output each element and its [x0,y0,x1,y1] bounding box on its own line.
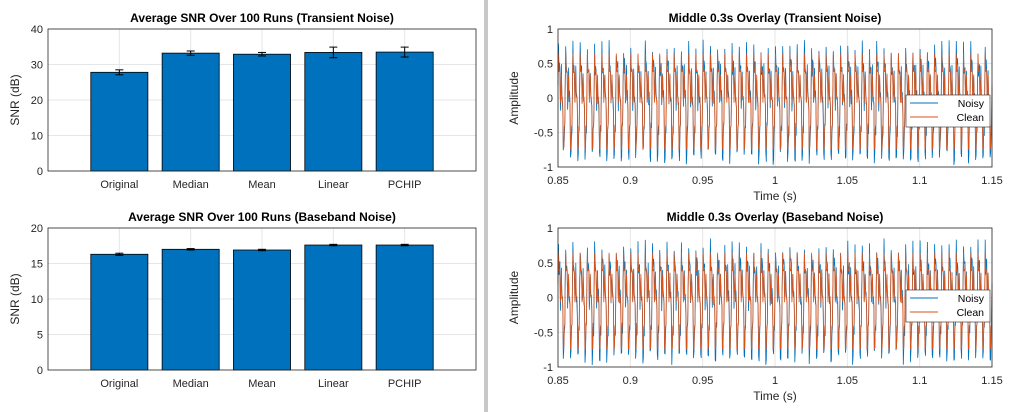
y-tick-label: 30 [31,60,43,72]
series-line-clean [557,252,993,350]
x-tick-label: 1.05 [837,175,858,187]
chart-title: Average SNR Over 100 Runs (Baseband Nois… [128,210,396,224]
x-tick-label: 0.95 [692,375,713,387]
x-tick-label: 0.9 [623,375,638,387]
y-tick-label: 0.5 [538,59,553,71]
chart-title: Average SNR Over 100 Runs (Transient Noi… [130,11,394,25]
y-tick-label: 1 [547,223,553,235]
y-tick-label: -1 [543,362,553,374]
x-tick-label: Mean [248,378,276,390]
bar-pchip [375,51,434,172]
bar-pchip [375,244,434,371]
y-tick-label: 10 [31,294,43,306]
y-tick-label: -0.5 [534,327,553,339]
chart-title: Middle 0.3s Overlay (Baseband Noise) [667,210,884,224]
legend-label: Clean [957,307,985,319]
x-tick-label: Original [100,378,138,390]
legend-box [905,94,991,128]
bar-original [90,253,149,371]
right-figure-panel: Middle 0.3s Overlay (Transient Noise) Amp… [488,0,1026,412]
y-tick-label: -0.5 [534,128,553,140]
axes-box [557,28,993,168]
y-axis-label: SNR (dB) [8,273,22,324]
legend: Noisy Clean [905,94,991,128]
x-tick-label: 1.1 [912,175,927,187]
bar-linear [304,52,363,172]
overlay-charts-svg: Middle 0.3s Overlay (Transient Noise) Amp… [507,11,1003,403]
x-axis-label: Time (s) [753,389,797,403]
x-tick-label: 1.15 [981,175,1002,187]
y-tick-label: 1 [547,24,553,36]
x-tick-label: 0.85 [547,375,568,387]
legend-label: Noisy [958,293,985,305]
x-tick-label: Mean [248,179,276,191]
x-tick-label: 1.05 [837,375,858,387]
legend-label: Noisy [958,98,985,110]
x-tick-label: 1.1 [912,375,927,387]
chart-1: Average SNR Over 100 Runs (Baseband Nois… [8,210,477,390]
x-tick-label: Original [100,179,138,191]
chart-title: Middle 0.3s Overlay (Transient Noise) [669,11,882,25]
y-tick-label: 10 [31,131,43,143]
legend: Noisy Clean [905,289,991,323]
chart-3: Middle 0.3s Overlay (Baseband Noise) Ampl… [507,210,1003,403]
x-tick-label: 1 [772,175,778,187]
x-tick-label: Median [173,179,209,191]
y-axis-label: SNR (dB) [8,74,22,125]
y-tick-label: 5 [37,330,43,342]
x-tick-label: 0.95 [692,175,713,187]
y-tick-label: 40 [31,24,43,36]
x-tick-label: PCHIP [388,378,422,390]
x-tick-label: Median [173,378,209,390]
y-tick-label: 15 [31,259,43,271]
bar-original [90,71,149,172]
y-tick-label: -1 [543,162,553,174]
legend-box [905,289,991,323]
bar-mean [233,249,291,371]
y-tick-label: 0 [547,93,553,105]
x-tick-label: 1.15 [981,375,1002,387]
y-axis-label: Amplitude [507,271,521,325]
y-tick-label: 0.5 [538,258,553,270]
y-tick-label: 20 [31,223,43,235]
bar-linear [304,244,363,371]
x-tick-label: 1 [772,375,778,387]
y-axis-label: Amplitude [507,71,521,125]
x-tick-label: Linear [318,179,349,191]
bar-mean [233,53,291,172]
bar-median [161,52,220,172]
x-tick-label: 0.85 [547,175,568,187]
panel-divider[interactable] [484,0,488,412]
chart-0: Average SNR Over 100 Runs (Transient Noi… [8,11,477,191]
legend-label: Clean [957,112,985,124]
bar-median [161,248,220,371]
axes-box [47,28,477,172]
x-tick-label: PCHIP [388,179,422,191]
y-tick-label: 0 [37,365,43,377]
axes-box [557,227,993,368]
x-tick-label: 0.9 [623,175,638,187]
chart-2: Middle 0.3s Overlay (Transient Noise) Amp… [507,11,1003,203]
series-line-clean [557,53,993,150]
y-tick-label: 20 [31,95,43,107]
axes-box [47,227,477,371]
x-axis-label: Time (s) [753,189,797,203]
y-tick-label: 0 [547,293,553,305]
x-tick-label: Linear [318,378,349,390]
bar-charts-svg: Average SNR Over 100 Runs (Transient Noi… [8,11,477,390]
y-tick-label: 0 [37,166,43,178]
left-figure-panel: Average SNR Over 100 Runs (Transient Noi… [0,0,484,412]
